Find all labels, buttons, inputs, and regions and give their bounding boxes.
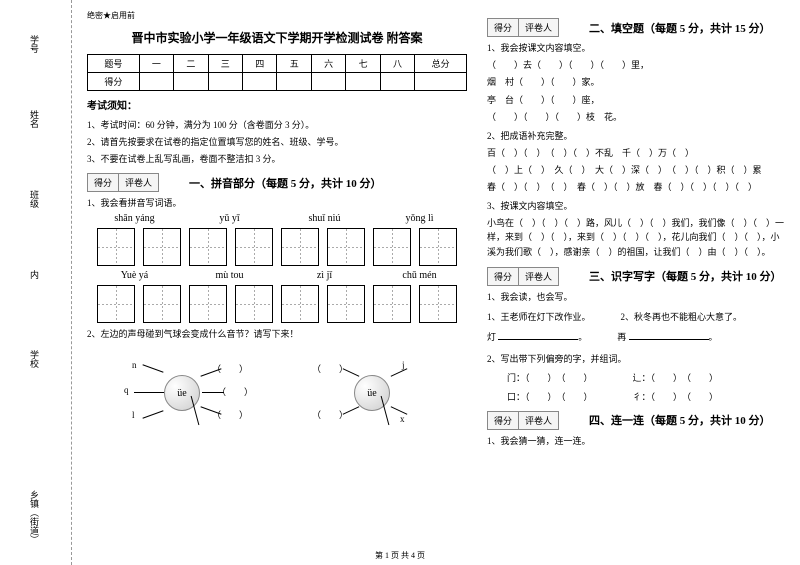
th: 总分 [415, 55, 467, 73]
exam-title: 晋中市实验小学一年级语文下学期开学检测试卷 附答案 [87, 29, 467, 46]
question: 2、左边的声母碰到气球会变成什么音节？请写下来！ [87, 327, 467, 340]
radical-row: 口：（ ） （ ）彳：（ ） （ ） [507, 390, 765, 403]
sentence: 1、王老师在灯下改作业。 [487, 310, 591, 324]
radical-row: 门：（ ） （ ）辶：（ ） （ ） [507, 371, 765, 384]
fill-line: 亭 台（ ）（ ）座， [487, 93, 785, 107]
td: 得分 [88, 73, 140, 91]
margin-label: 内 [28, 270, 41, 279]
question: 1、我会看拼音写词语。 [87, 196, 467, 209]
secret-label: 绝密★启用前 [87, 10, 467, 21]
margin-label: 姓名 [28, 110, 41, 128]
score-box: 得分评卷人 [487, 267, 559, 286]
fill-line: 烟 村（ ）（ ）家。 [487, 75, 785, 89]
char-grid [97, 285, 457, 323]
question: 2、写出带下列偏旁的字，并组词。 [487, 352, 785, 365]
char-grid [97, 228, 457, 266]
th: 六 [311, 55, 345, 73]
th: 题号 [88, 55, 140, 73]
binding-margin: 学号 姓名 班级 内 学校 乡镇（街道） [0, 0, 72, 565]
balloon-diagram: üe n q l （ ） （ ） （ ） üe j x （ ） （ ） [87, 350, 467, 440]
balloon-circle: üe [354, 375, 390, 411]
score-box: 得分评卷人 [87, 173, 159, 192]
section-title: 二、填空题（每题 5 分，共计 15 分） [589, 20, 771, 36]
section-title: 一、拼音部分（每题 5 分，共计 10 分） [189, 175, 382, 191]
th: 七 [346, 55, 380, 73]
margin-label: 乡镇（街道） [28, 490, 41, 544]
section-title: 四、连一连（每题 5 分，共计 10 分） [589, 412, 771, 428]
pinyin-row: Yuè yámù touzì jǐchū mén [97, 270, 457, 281]
pinyin-row: shān yángyǔ yīshuǐ niúyǒng lì [97, 213, 457, 224]
th: 三 [208, 55, 242, 73]
fill-line: 百（ ）（ ） （ ）（ ）不乱 千（ ）万（ ） [487, 146, 785, 160]
fill-line: 春（ ）（ ） （ ） 春（ ）（ ）放 春（ ）（ ）（ ）（ ） [487, 180, 785, 194]
left-column: 绝密★启用前 晋中市实验小学一年级语文下学期开学检测试卷 附答案 题号 一 二 … [87, 10, 467, 555]
th: 二 [174, 55, 208, 73]
question: 3、按课文内容填空。 [487, 199, 785, 212]
th: 八 [380, 55, 414, 73]
fill-line: 小鸟在（ ）（ ）（ ）路，风儿（ ）（ ）我们，我们像（ ）（ ）一样，来到（… [487, 216, 785, 259]
score-box: 得分评卷人 [487, 411, 559, 430]
margin-label: 班级 [28, 190, 41, 208]
notice-heading: 考试须知： [87, 97, 467, 112]
fill-line: （ ）（ ）（ ）枝 花。 [487, 110, 785, 124]
section-title: 三、识字写字（每题 5 分，共计 10 分） [589, 268, 782, 284]
blank: 再 。 [617, 330, 717, 344]
score-box: 得分评卷人 [487, 18, 559, 37]
question: 1、我会读，也会写。 [487, 290, 785, 303]
notice-item: 2、请首先按要求在试卷的指定位置填写您的姓名、班级、学号。 [87, 135, 467, 148]
th: 四 [243, 55, 277, 73]
margin-label: 学号 [28, 35, 41, 53]
question: 2、把成语补充完整。 [487, 129, 785, 142]
margin-label: 学校 [28, 350, 41, 368]
question: 1、我会按课文内容填空。 [487, 41, 785, 54]
right-column: 得分评卷人 二、填空题（每题 5 分，共计 15 分） 1、我会按课文内容填空。… [487, 10, 785, 555]
notice-item: 3、不要在试卷上乱写乱画，卷面不整洁扣 3 分。 [87, 152, 467, 165]
th: 五 [277, 55, 311, 73]
fill-line: （ ）上（ ） 久（ ） 大（ ）深（ ） （ ）（ ）积（ ）累 [487, 163, 785, 177]
fill-line: （ ）去（ ）（ ）（ ）里， [487, 58, 785, 72]
page-footer: 第 1 页 共 4 页 [0, 550, 800, 561]
balloon-circle: üe [164, 375, 200, 411]
notice-item: 1、考试时间：60 分钟，满分为 100 分（含卷面分 3 分）。 [87, 118, 467, 131]
sentence: 2、秋冬再也不能粗心大意了。 [621, 310, 743, 324]
question: 1、我会猜一猜，连一连。 [487, 434, 785, 447]
score-table: 题号 一 二 三 四 五 六 七 八 总分 得分 [87, 54, 467, 91]
th: 一 [139, 55, 173, 73]
blank: 灯 。 [487, 330, 587, 344]
